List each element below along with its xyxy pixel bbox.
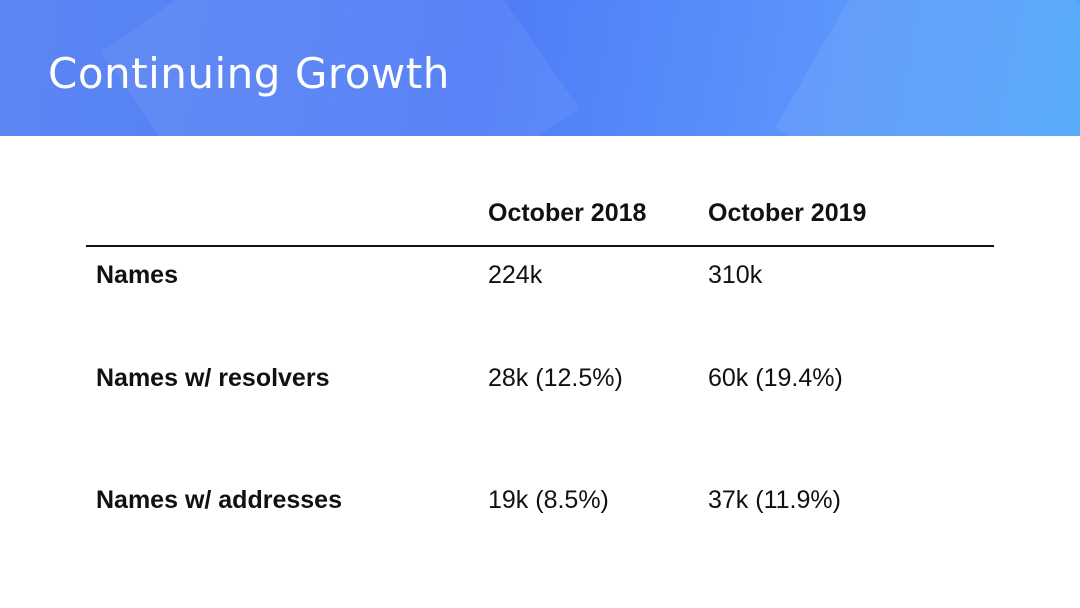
header-decoration xyxy=(775,0,1080,136)
cell-names-2018: 224k xyxy=(488,261,543,289)
column-header-october-2018: October 2018 xyxy=(488,199,647,227)
cell-names-2019: 310k xyxy=(708,261,763,289)
header-banner: Continuing Growth xyxy=(0,0,1080,136)
cell-resolvers-2018: 28k (12.5%) xyxy=(488,364,623,392)
cell-resolvers-2019: 60k (19.4%) xyxy=(708,364,843,392)
row-label-names-with-addresses: Names w/ addresses xyxy=(96,486,342,514)
cell-addresses-2018: 19k (8.5%) xyxy=(488,486,609,514)
header-divider xyxy=(86,245,994,247)
slide-title: Continuing Growth xyxy=(48,49,450,98)
column-header-october-2019: October 2019 xyxy=(708,199,867,227)
cell-addresses-2019: 37k (11.9%) xyxy=(708,486,841,514)
row-label-names-with-resolvers: Names w/ resolvers xyxy=(96,364,330,392)
row-label-names: Names xyxy=(96,261,178,289)
